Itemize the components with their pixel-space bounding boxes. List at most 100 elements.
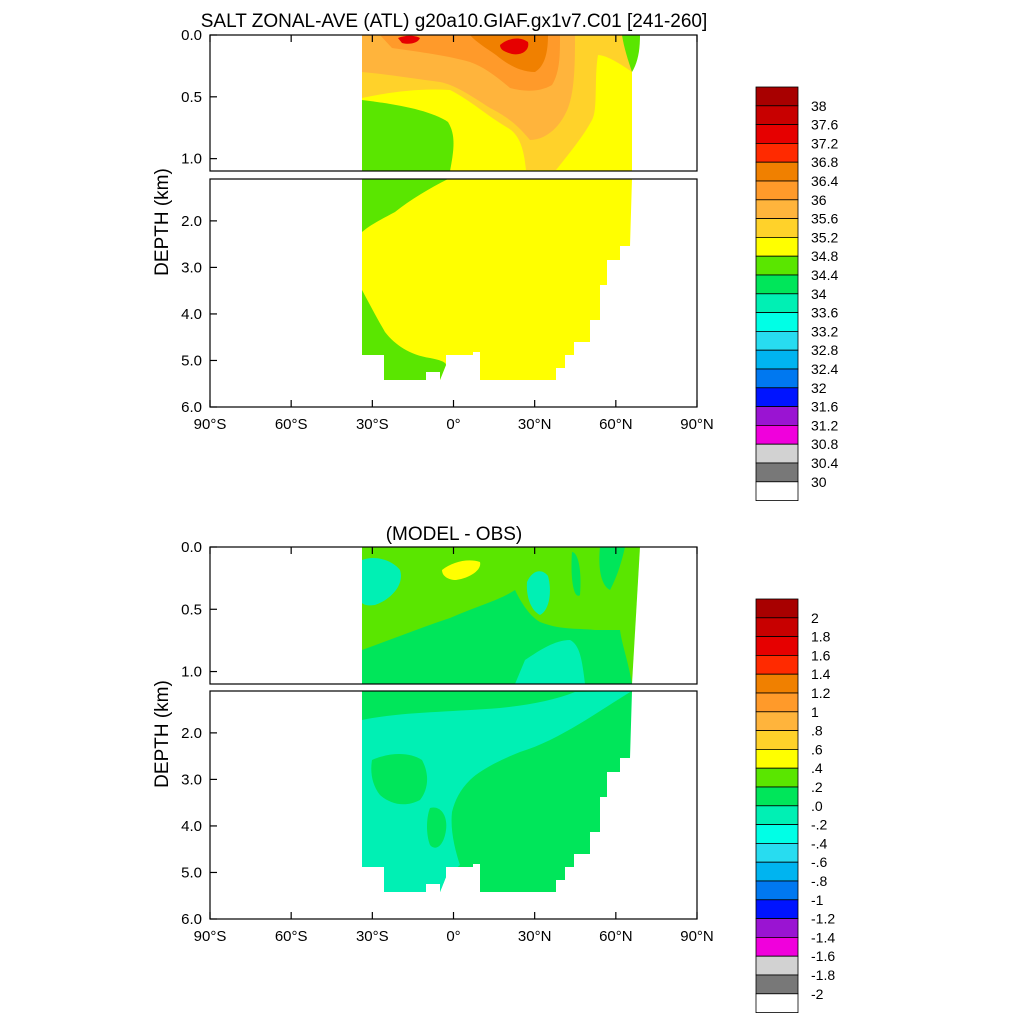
y-tick-label: 0.5 — [181, 89, 202, 106]
colorbar-label: 2 — [811, 610, 819, 626]
x-tick-label: 60°S — [275, 928, 308, 945]
colorbar-label: 32.4 — [811, 361, 838, 377]
y-tick-label: 3.0 — [181, 771, 202, 788]
y-tick-label: 4.0 — [181, 818, 202, 835]
colorbar-swatch — [755, 142, 799, 163]
y-tick-label: 6.0 — [181, 399, 202, 416]
colorbar-swatch — [755, 481, 799, 501]
diff-region-green2-patch — [371, 754, 428, 805]
y-tick-label: 0.5 — [181, 601, 202, 618]
colorbar-swatch — [755, 974, 799, 995]
colorbar-swatch — [755, 824, 799, 844]
diff-field-lower — [362, 691, 632, 893]
colorbar-swatch — [755, 749, 799, 769]
colorbar-swatch — [755, 274, 799, 295]
colorbar-swatch — [755, 767, 799, 788]
colorbar-label: -.8 — [811, 873, 828, 889]
colorbar-label: 30 — [811, 474, 827, 490]
x-tick-label: 0° — [446, 928, 460, 945]
salt-field-upper — [362, 35, 640, 171]
salt-region-yellow-deep — [362, 179, 632, 380]
colorbar-label: -2 — [811, 986, 824, 1002]
colorbar-swatch — [755, 218, 799, 238]
x-tick-label: 0° — [446, 416, 460, 433]
colorbar-label: -1.2 — [811, 911, 835, 927]
colorbar-swatch — [755, 443, 799, 464]
colorbar-swatch — [755, 636, 799, 656]
diff-region-green2-thin — [571, 552, 581, 596]
colorbar-label: .4 — [811, 760, 823, 776]
colorbar-label: 35.6 — [811, 211, 838, 227]
colorbar-swatch — [755, 312, 799, 332]
y-tick-label: 5.0 — [181, 864, 202, 881]
diff-region-cyan-blob — [526, 571, 550, 615]
salt-missing-1 — [362, 355, 384, 381]
colorbar-swatch — [755, 368, 799, 389]
colorbar-label: -1 — [811, 892, 824, 908]
x-tick-label: 60°N — [599, 928, 633, 945]
colorbar-label: 38 — [811, 98, 827, 114]
colorbar-swatch — [755, 861, 799, 882]
colorbar-label: 32 — [811, 380, 827, 396]
colorbar-label: -1.6 — [811, 948, 835, 964]
colorbar-swatch — [755, 617, 799, 637]
diff-missing-3 — [426, 884, 440, 893]
x-tick-label: 60°N — [599, 416, 633, 433]
colorbar-swatch — [755, 673, 799, 694]
salt-title: SALT ZONAL-AVE (ATL) g20a10.GIAF.gx1v7.C… — [201, 11, 708, 32]
colorbar-label: -1.8 — [811, 967, 835, 983]
colorbar-label: 34.4 — [811, 267, 838, 283]
salt-region-red-2 — [398, 35, 420, 44]
colorbar-swatch — [755, 805, 799, 825]
salt-region-red-1 — [500, 38, 529, 55]
colorbar-label: -.4 — [811, 835, 828, 851]
diff-region-yellow — [442, 560, 481, 580]
diff-region-cyan-mid — [515, 640, 585, 684]
colorbar-label: 36.4 — [811, 173, 838, 189]
x-tick-label: 60°S — [275, 416, 308, 433]
colorbar-swatch — [755, 899, 799, 919]
colorbar-label: 37.2 — [811, 135, 838, 151]
x-tick-label: 90°S — [194, 928, 227, 945]
colorbar-label: 36 — [811, 192, 827, 208]
colorbar-label: 36.8 — [811, 154, 838, 170]
colorbar-swatch — [755, 387, 799, 407]
salt-missing-3 — [426, 372, 440, 381]
x-tick-label: 90°S — [194, 416, 227, 433]
salt-region-dark-orange — [470, 35, 548, 72]
salt-missing-2 — [446, 355, 473, 381]
colorbar-label: .8 — [811, 723, 823, 739]
colorbar-swatch — [755, 180, 799, 201]
colorbar-swatch — [755, 598, 799, 619]
colorbar-swatch — [755, 199, 799, 220]
diff-title: (MODEL - OBS) — [386, 524, 523, 545]
colorbar-swatch — [755, 918, 799, 938]
colorbar-label: 31.6 — [811, 399, 838, 415]
colorbar-swatch — [755, 462, 799, 483]
colorbar-swatch — [755, 880, 799, 901]
colorbar-swatch — [755, 105, 799, 126]
colorbar-label: 33.2 — [811, 323, 838, 339]
x-tick-label: 90°N — [680, 928, 714, 945]
diff-field-upper — [362, 547, 640, 684]
colorbar-swatch — [755, 937, 799, 957]
salt-axis: 90°S 60°S 30°S 0° 30°N 60°N 90°N 0.0 0.5 1.0 2.0 3.… — [181, 27, 714, 433]
colorbar-swatch — [755, 955, 799, 976]
colorbar-swatch — [755, 86, 799, 107]
colorbar-label: 1.2 — [811, 685, 831, 701]
colorbar-swatch — [755, 330, 799, 351]
colorbar-swatch — [755, 293, 799, 313]
salt-region-green-north — [362, 179, 448, 232]
colorbar-swatch — [755, 124, 799, 144]
x-tick-label: 30°S — [356, 928, 389, 945]
y-tick-label: 5.0 — [181, 352, 202, 369]
diff-region-cyan-west — [362, 558, 401, 606]
x-tick-label: 90°N — [680, 416, 714, 433]
salt-colorbar: 38 37.6 37.2 36.8 36.4 36 35.6 35.2 34.8 34.4 34 33… — [755, 86, 838, 501]
x-tick-label: 30°N — [518, 416, 552, 433]
salt-region-green-upper — [362, 100, 454, 171]
colorbar-label: 1.6 — [811, 647, 831, 663]
salt-region-green-east — [622, 35, 640, 72]
colorbar-label: 30.8 — [811, 436, 838, 452]
salt-field-lower — [362, 179, 632, 381]
